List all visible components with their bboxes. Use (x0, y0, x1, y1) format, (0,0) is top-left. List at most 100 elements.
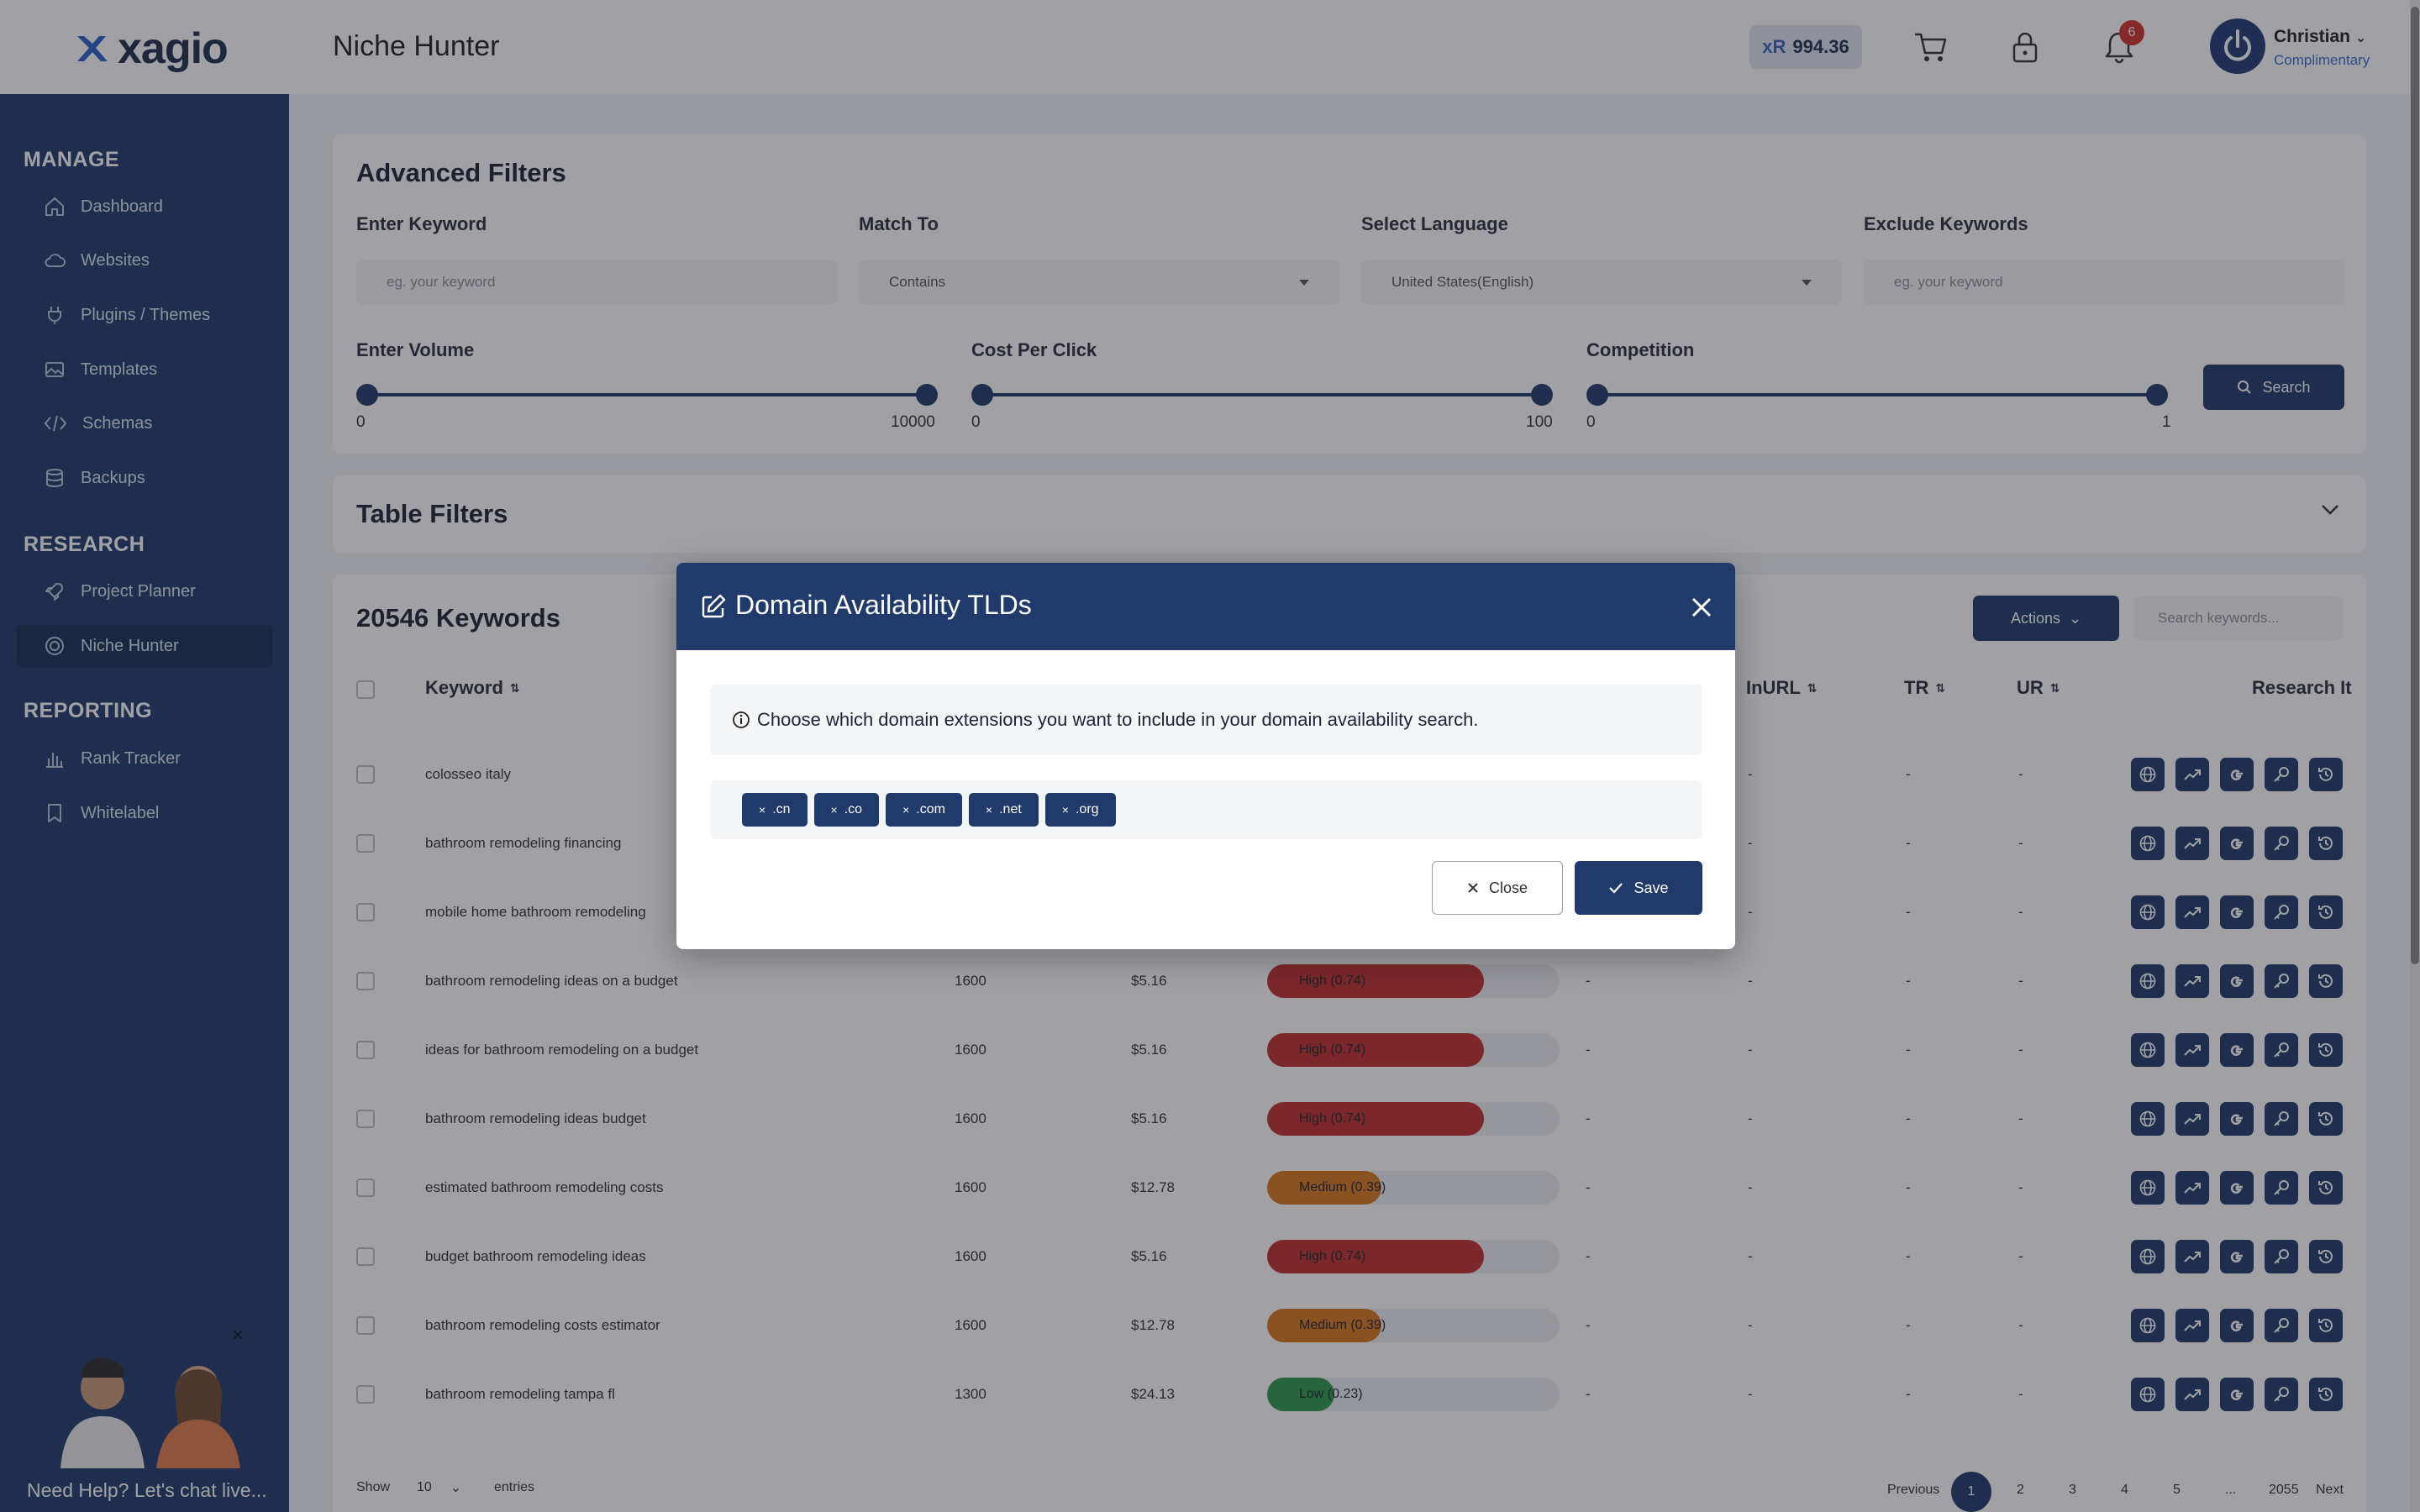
pagination-previous[interactable]: Previous (1887, 1483, 1940, 1497)
research-google-button[interactable] (2220, 758, 2254, 791)
sidebar-item-backups[interactable]: Backups (17, 457, 272, 499)
research-key-button[interactable] (2265, 758, 2298, 791)
remove-tag-icon[interactable]: × (830, 803, 838, 816)
research-trend-button[interactable] (2175, 1378, 2209, 1411)
chat-close-icon[interactable]: × (232, 1324, 245, 1347)
sidebar-item-niche-hunter[interactable]: Niche Hunter (17, 625, 272, 667)
research-globe-button[interactable] (2131, 1240, 2165, 1273)
research-google-button[interactable] (2220, 827, 2254, 860)
support-team-photo[interactable] (30, 1344, 257, 1468)
logo[interactable]: xagio (74, 24, 229, 74)
sidebar-item-websites[interactable]: Websites (17, 239, 272, 281)
research-key-button[interactable] (2265, 1171, 2298, 1205)
pagination-page-last[interactable]: 2055 (2269, 1483, 2299, 1497)
chat-widget-button[interactable]: Need Help? Let's chat live... (0, 1468, 274, 1512)
tld-tag[interactable]: × .org (1044, 793, 1116, 827)
research-globe-button[interactable] (2131, 895, 2165, 929)
match-to-select[interactable]: Contains (859, 260, 1339, 305)
keyword-cell[interactable]: bathroom remodeling financing (425, 835, 622, 851)
research-globe-button[interactable] (2131, 827, 2165, 860)
volume-slider-track[interactable] (366, 393, 928, 396)
research-key-button[interactable] (2265, 895, 2298, 929)
tld-tag[interactable]: × .com (886, 793, 962, 827)
research-globe-button[interactable] (2131, 758, 2165, 791)
research-key-button[interactable] (2265, 1102, 2298, 1136)
research-google-button[interactable] (2220, 964, 2254, 998)
close-button[interactable]: Close (1432, 861, 1563, 915)
research-google-button[interactable] (2220, 1171, 2254, 1205)
remove-tag-icon[interactable]: × (759, 803, 766, 816)
sidebar-item-schemas[interactable]: Schemas (17, 402, 272, 444)
research-trend-button[interactable] (2175, 895, 2209, 929)
research-globe-button[interactable] (2131, 1033, 2165, 1067)
keyword-cell[interactable]: colosseo italy (425, 766, 512, 782)
tld-tag[interactable]: × .co (813, 793, 880, 827)
research-history-button[interactable] (2309, 1171, 2343, 1205)
row-checkbox[interactable] (356, 1385, 375, 1404)
competition-slider-min-handle[interactable] (1586, 384, 1608, 406)
sidebar-item-plugins-themes[interactable]: Plugins / Themes (17, 294, 272, 336)
column-header-inurl[interactable]: InURL ⇅ (1746, 677, 1818, 699)
keyword-cell[interactable]: mobile home bathroom remodeling (425, 904, 646, 920)
research-key-button[interactable] (2265, 1378, 2298, 1411)
search-button[interactable]: Search (2203, 365, 2344, 410)
research-history-button[interactable] (2309, 758, 2343, 791)
research-trend-button[interactable] (2175, 758, 2209, 791)
research-history-button[interactable] (2309, 1240, 2343, 1273)
column-header-keyword[interactable]: Keyword ⇅ (425, 677, 520, 699)
keyword-cell[interactable]: bathroom remodeling ideas on a budget (425, 973, 678, 989)
language-select[interactable]: United States(English) (1361, 260, 1842, 305)
research-history-button[interactable] (2309, 1033, 2343, 1067)
scrollbar-thumb[interactable] (2411, 7, 2419, 964)
keyword-cell[interactable]: ideas for bathroom remodeling on a budge… (425, 1042, 699, 1058)
column-header-ur[interactable]: UR ⇅ (2017, 677, 2060, 699)
research-key-button[interactable] (2265, 827, 2298, 860)
research-google-button[interactable] (2220, 1240, 2254, 1273)
volume-slider-max-handle[interactable] (916, 384, 938, 406)
table-filters-panel[interactable] (333, 475, 2366, 553)
research-trend-button[interactable] (2175, 1102, 2209, 1136)
research-history-button[interactable] (2309, 964, 2343, 998)
tld-tags-input[interactable]: × .cn × .co × .com × .net × .org (710, 780, 1702, 839)
keyword-input[interactable]: eg. your keyword (356, 260, 837, 305)
cpc-slider-min-handle[interactable] (971, 384, 993, 406)
research-history-button[interactable] (2309, 1102, 2343, 1136)
tld-tag[interactable]: × .net (968, 793, 1039, 827)
sidebar-item-project-planner[interactable]: Project Planner (17, 570, 272, 612)
research-google-button[interactable] (2220, 1378, 2254, 1411)
row-checkbox[interactable] (356, 972, 375, 990)
row-checkbox[interactable] (356, 1179, 375, 1197)
cpc-slider-max-handle[interactable] (1531, 384, 1553, 406)
row-checkbox[interactable] (356, 903, 375, 921)
remove-tag-icon[interactable]: × (985, 803, 993, 816)
exclude-keywords-input[interactable]: eg. your keyword (1864, 260, 2344, 305)
research-key-button[interactable] (2265, 1033, 2298, 1067)
keyword-cell[interactable]: estimated bathroom remodeling costs (425, 1179, 664, 1195)
row-checkbox[interactable] (356, 834, 375, 853)
research-globe-button[interactable] (2131, 964, 2165, 998)
research-history-button[interactable] (2309, 827, 2343, 860)
save-button[interactable]: Save (1575, 861, 1702, 915)
research-history-button[interactable] (2309, 895, 2343, 929)
pagination-page[interactable]: 4 (2121, 1483, 2128, 1497)
pagination-page[interactable]: 3 (2069, 1483, 2076, 1497)
row-checkbox[interactable] (356, 1110, 375, 1128)
sidebar-item-templates[interactable]: Templates (17, 349, 272, 391)
research-trend-button[interactable] (2175, 827, 2209, 860)
remove-tag-icon[interactable]: × (1061, 803, 1069, 816)
sidebar-item-dashboard[interactable]: Dashboard (17, 186, 272, 228)
research-globe-button[interactable] (2131, 1309, 2165, 1342)
modal-close-icon[interactable] (1691, 596, 1712, 618)
research-trend-button[interactable] (2175, 1033, 2209, 1067)
chevron-down-icon[interactable] (2321, 504, 2339, 516)
column-header-tr[interactable]: TR ⇅ (1904, 677, 1945, 699)
research-key-button[interactable] (2265, 1240, 2298, 1273)
balance-badge[interactable]: xR 994.36 (1749, 25, 1862, 69)
row-checkbox[interactable] (356, 1041, 375, 1059)
pagination-page[interactable]: 2 (2017, 1483, 2024, 1497)
research-trend-button[interactable] (2175, 1309, 2209, 1342)
research-key-button[interactable] (2265, 964, 2298, 998)
research-google-button[interactable] (2220, 1309, 2254, 1342)
research-trend-button[interactable] (2175, 1171, 2209, 1205)
research-globe-button[interactable] (2131, 1171, 2165, 1205)
